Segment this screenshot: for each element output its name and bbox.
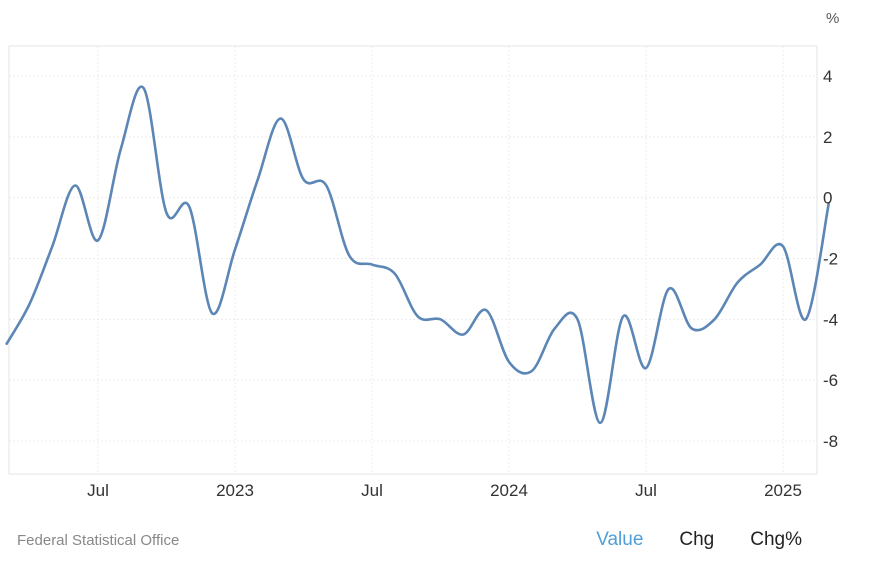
line-chart: 4 2 0 -2 -4 -6 -8 Jul 2023 Jul 2024 Jul 2025 %	[5, 10, 839, 500]
y-tick-label: 2	[823, 128, 832, 147]
tab-chg[interactable]: Chg	[679, 529, 715, 550]
x-tick-label: 2023	[216, 481, 254, 500]
tab-chg-percent[interactable]: Chg%	[750, 529, 802, 550]
series-line	[5, 85, 830, 425]
chart-footer: Federal Statistical Office Value Chg Chg…	[0, 520, 873, 562]
plot-area-border	[8, 45, 818, 475]
y-tick-label: -4	[823, 310, 838, 329]
x-axis-ticks: Jul 2023 Jul 2024 Jul 2025	[87, 481, 802, 500]
y-axis-unit: %	[826, 10, 839, 27]
y-tick-label: -6	[823, 371, 838, 390]
x-tick-label: Jul	[361, 481, 383, 500]
y-tick-label: 0	[823, 189, 832, 208]
y-tick-label: 4	[823, 67, 832, 86]
y-tick-label: -8	[823, 432, 838, 451]
y-tick-label: -2	[823, 250, 838, 269]
source-label: Federal Statistical Office	[17, 532, 180, 549]
x-tick-label: Jul	[635, 481, 657, 500]
x-tick-label: 2024	[490, 481, 528, 500]
view-tabs: Value Chg Chg%	[560, 529, 802, 551]
y-axis-ticks: 4 2 0 -2 -4 -6 -8	[823, 67, 838, 451]
grid-lines	[9, 46, 817, 474]
tab-value[interactable]: Value	[596, 529, 644, 550]
x-tick-label: Jul	[87, 481, 109, 500]
x-tick-label: 2025	[764, 481, 802, 500]
